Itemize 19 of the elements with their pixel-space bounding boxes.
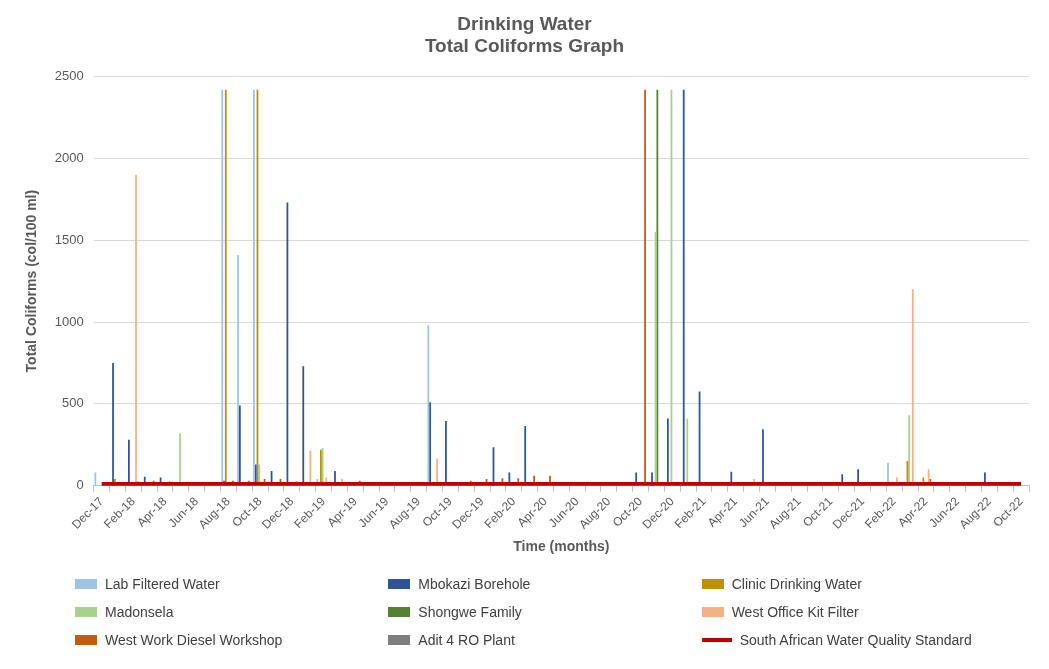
legend-label: Clinic Drinking Water (731, 576, 862, 592)
legend-label: West Office Kit Filter (731, 604, 859, 620)
legend-label: Shongwe Family (418, 604, 522, 620)
legend-label: Madonsela (105, 604, 174, 620)
legend-label: Lab Filtered Water (105, 576, 220, 592)
y-tick-label: 1500 (54, 231, 84, 247)
legend-label: South African Water Quality Standard (739, 632, 972, 648)
x-axis-title: Time (months) (513, 538, 610, 555)
legend-label: Mbokazi Borehole (418, 576, 531, 592)
y-tick-label: 500 (62, 395, 84, 411)
y-tick-label: 1000 (54, 313, 84, 329)
chart-title: Drinking Water (457, 12, 593, 34)
y-axis-title: Total Coliforms (col/100 ml) (23, 189, 40, 373)
y-tick-label: 2000 (54, 149, 84, 165)
y-tick-label: 0 (76, 477, 84, 493)
legend-label: West Work Diesel Workshop (105, 632, 283, 648)
legend-label: Adit 4 RO Plant (418, 632, 515, 648)
chart-subtitle: Total Coliforms Graph (424, 35, 625, 57)
y-tick-label: 2500 (54, 68, 84, 84)
